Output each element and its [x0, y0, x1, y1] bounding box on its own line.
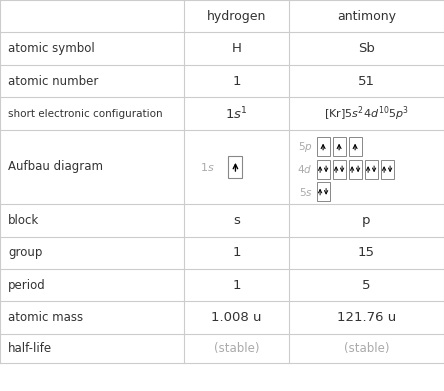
Text: short electronic configuration: short electronic configuration [8, 109, 163, 118]
Text: group: group [8, 246, 42, 259]
Text: hydrogen: hydrogen [207, 10, 266, 23]
Text: $1s^{1}$: $1s^{1}$ [225, 105, 248, 122]
Text: $4d$: $4d$ [297, 163, 313, 175]
Text: $[\mathrm{Kr}]5s^{2}4d^{10}5p^{3}$: $[\mathrm{Kr}]5s^{2}4d^{10}5p^{3}$ [324, 104, 409, 123]
Text: atomic mass: atomic mass [8, 311, 83, 324]
Text: 1.008 u: 1.008 u [211, 311, 262, 324]
Text: s: s [233, 214, 240, 227]
Bar [317, 160, 329, 179]
Text: $5s$: $5s$ [299, 186, 313, 198]
Text: H: H [231, 42, 242, 55]
Text: 121.76 u: 121.76 u [337, 311, 396, 324]
Text: half-life: half-life [8, 342, 52, 355]
Bar [381, 160, 393, 179]
Text: 1: 1 [232, 75, 241, 88]
Text: (stable): (stable) [214, 342, 259, 355]
Text: block: block [8, 214, 39, 227]
Bar [228, 156, 242, 178]
Bar [349, 160, 361, 179]
Bar [349, 137, 361, 156]
Bar [333, 137, 345, 156]
Text: p: p [362, 214, 371, 227]
Text: antimony: antimony [337, 10, 396, 23]
Bar [333, 160, 345, 179]
Text: $1s$: $1s$ [200, 161, 214, 173]
Text: $5p$: $5p$ [298, 140, 313, 154]
Text: atomic number: atomic number [8, 75, 99, 88]
Text: 1: 1 [232, 246, 241, 259]
Text: Sb: Sb [358, 42, 375, 55]
Bar [317, 182, 329, 201]
Text: 1: 1 [232, 279, 241, 292]
Text: 15: 15 [358, 246, 375, 259]
Bar [365, 160, 377, 179]
Text: Aufbau diagram: Aufbau diagram [8, 160, 103, 174]
Bar [317, 137, 329, 156]
Text: period: period [8, 279, 46, 292]
Text: atomic symbol: atomic symbol [8, 42, 95, 55]
Text: 5: 5 [362, 279, 371, 292]
Text: (stable): (stable) [344, 342, 389, 355]
Text: 51: 51 [358, 75, 375, 88]
